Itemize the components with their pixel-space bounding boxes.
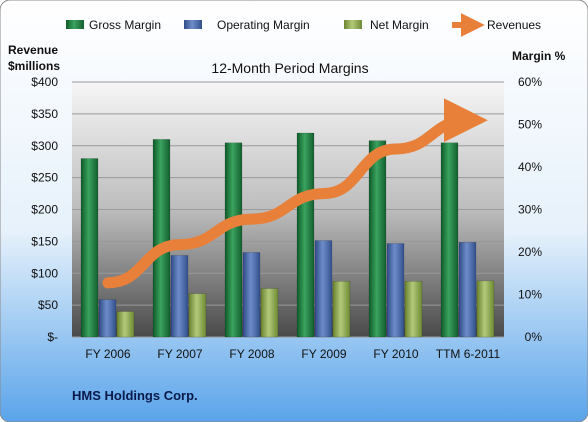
bar-operating-margin <box>386 243 405 338</box>
left-tick-label: $200 <box>31 203 58 217</box>
right-tick-label: 60% <box>518 75 542 89</box>
x-tick-label: TTM 6-2011 <box>436 347 501 361</box>
right-tick-label: 0% <box>525 330 543 344</box>
left-tick-label: $350 <box>31 107 58 121</box>
bar-operating-margin <box>314 240 333 338</box>
legend-swatch-net-margin <box>344 20 362 29</box>
left-tick-label: $250 <box>31 171 58 185</box>
gridlines <box>72 81 504 338</box>
legend-label-revenues: Revenues <box>487 18 541 32</box>
bar-net-margin <box>332 281 351 338</box>
x-tick-label: FY 2008 <box>229 347 274 361</box>
left-axis-ticks: $- $50 $100 $150 $200 $250 $300 $350 $400 <box>31 75 58 344</box>
x-tick-label: FY 2009 <box>301 347 346 361</box>
right-axis-title: Margin % <box>512 49 566 63</box>
bar-operating-margin <box>242 252 261 338</box>
x-tick-label: FY 2007 <box>157 347 202 361</box>
bar-gross-margin <box>80 158 99 338</box>
bars <box>80 132 495 338</box>
right-tick-label: 20% <box>518 245 542 259</box>
company-name: HMS Holdings Corp. <box>72 388 198 403</box>
left-axis-title-line2: $millions <box>8 59 60 73</box>
bar-net-margin <box>188 293 207 338</box>
x-axis-ticks: FY 2006 FY 2007 FY 2008 FY 2009 FY 2010 TTM 6… <box>85 347 500 361</box>
legend-swatch-operating-margin <box>184 20 202 29</box>
bar-gross-margin <box>440 142 459 338</box>
legend: Gross Margin Operating Margin Net Margin… <box>66 13 541 37</box>
bar-gross-margin <box>224 142 243 338</box>
x-tick-label: FY 2006 <box>85 347 130 361</box>
left-axis-title-line1: Revenue <box>8 43 58 57</box>
bar-operating-margin <box>170 255 189 338</box>
legend-label-operating-margin: Operating Margin <box>217 18 310 32</box>
revenue-line-group <box>102 98 488 289</box>
legend-swatch-gross-margin <box>66 20 84 29</box>
bar-net-margin <box>260 288 279 338</box>
left-tick-label: $100 <box>31 266 58 280</box>
bar-net-margin <box>476 280 495 338</box>
right-tick-label: 10% <box>518 288 542 302</box>
bar-net-margin <box>404 281 423 338</box>
right-tick-label: 30% <box>518 203 542 217</box>
bar-gross-margin <box>368 140 387 338</box>
right-tick-label: 40% <box>518 160 542 174</box>
left-tick-label: $50 <box>38 298 58 312</box>
chart-title: 12-Month Period Margins <box>211 60 368 76</box>
bar-operating-margin <box>98 299 117 338</box>
legend-label-net-margin: Net Margin <box>370 18 429 32</box>
x-tick-label: FY 2010 <box>373 347 418 361</box>
left-tick-label: $300 <box>31 139 58 153</box>
right-tick-label: 50% <box>518 118 542 132</box>
bar-operating-margin <box>458 241 477 338</box>
left-tick-label: $150 <box>31 234 58 248</box>
right-axis-ticks: 0% 10% 20% 30% 40% 50% 60% <box>518 75 542 344</box>
revenue-line <box>102 98 488 289</box>
legend-label-gross-margin: Gross Margin <box>89 18 161 32</box>
bar-net-margin <box>116 311 135 338</box>
left-tick-label: $400 <box>31 75 58 89</box>
bar-gross-margin <box>296 132 315 338</box>
left-tick-label: $- <box>47 330 58 344</box>
bar-gross-margin <box>152 139 171 338</box>
